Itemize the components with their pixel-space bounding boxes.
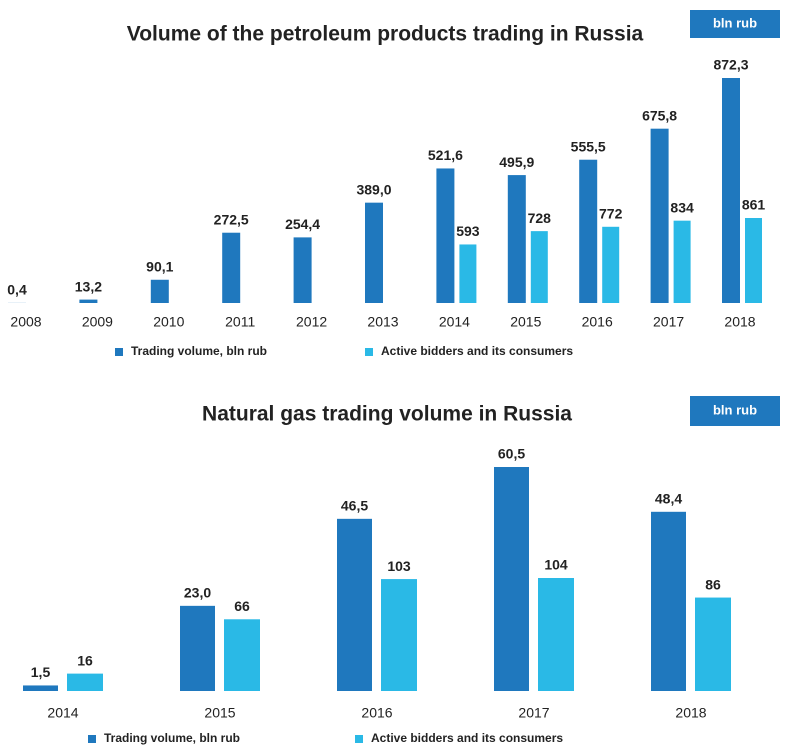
x-tick-label: 2016 [582,314,613,330]
data-label: 861 [742,197,766,213]
data-label: 272,5 [214,211,249,227]
data-label: 0,4 [7,282,27,298]
x-tick-label: 2013 [367,314,398,330]
bar [579,159,598,303]
legend-swatch [355,735,363,743]
bar [538,578,574,691]
data-label: 13,2 [75,278,102,294]
legend-swatch [88,735,96,743]
legend-swatch [365,348,373,356]
unit-badge-label: bln rub [713,15,757,30]
data-label: 728 [528,210,552,226]
x-tick-label: 2018 [675,705,706,721]
bar [602,226,620,303]
bar [745,218,762,303]
x-tick-label: 2016 [361,705,392,721]
data-label: 872,3 [713,57,748,73]
bar [337,518,372,691]
data-label: 86 [705,576,721,592]
x-tick-label: 2018 [724,314,755,330]
data-label: 48,4 [655,491,682,507]
data-label: 66 [234,598,250,614]
bar [150,279,169,303]
legend-label: Trading volume, bln rub [131,344,267,358]
x-tick-label: 2008 [10,314,41,330]
data-label: 90,1 [146,258,173,274]
bar [365,202,383,303]
bar [224,619,260,691]
x-tick-label: 2017 [653,314,684,330]
bar [459,244,477,303]
bar [650,128,669,303]
data-label: 772 [599,205,623,221]
data-label: 46,5 [341,498,368,514]
x-tick-label: 2015 [510,314,541,330]
bar [293,237,312,303]
bar [381,579,417,691]
data-label: 16 [77,652,93,668]
data-label: 103 [387,558,411,574]
x-tick-label: 2011 [225,314,255,330]
legend-label: Active bidders and its consumers [381,344,573,358]
bar [79,299,98,303]
x-tick-label: 2015 [204,705,235,721]
legend-label: Trading volume, bln rub [104,731,240,745]
data-label: 495,9 [499,154,534,170]
bar [23,685,58,691]
bar [651,511,686,691]
bar [180,605,215,691]
bar [494,467,529,691]
data-label: 104 [544,557,568,573]
data-label: 834 [670,199,694,215]
data-label: 60,5 [498,446,525,462]
bar [695,597,731,691]
x-tick-label: 2014 [47,705,78,721]
unit-badge [690,396,780,426]
data-label: 593 [456,223,480,239]
data-label: 1,5 [31,664,51,680]
legend-swatch [115,348,123,356]
bar [530,231,548,303]
x-tick-label: 2017 [518,705,549,721]
unit-badge [690,10,780,38]
bar [673,220,691,303]
x-tick-label: 2010 [153,314,184,330]
bar [436,168,455,303]
x-tick-label: 2009 [82,314,113,330]
data-label: 23,0 [184,585,211,601]
data-label: 389,0 [356,181,391,197]
bar [722,78,740,303]
data-label: 675,8 [642,107,677,123]
unit-badge-label: bln rub [713,402,757,417]
bar [67,673,103,691]
legend-label: Active bidders and its consumers [371,731,563,745]
data-label: 254,4 [285,216,320,232]
chart-title: Natural gas trading volume in Russia [202,403,572,426]
chart-title: Volume of the petroleum products trading… [127,23,644,46]
x-tick-label: 2014 [439,314,470,330]
bar [507,175,526,303]
x-tick-label: 2012 [296,314,327,330]
data-label: 521,6 [428,147,463,163]
bar [222,232,241,303]
data-label: 555,5 [571,138,606,154]
